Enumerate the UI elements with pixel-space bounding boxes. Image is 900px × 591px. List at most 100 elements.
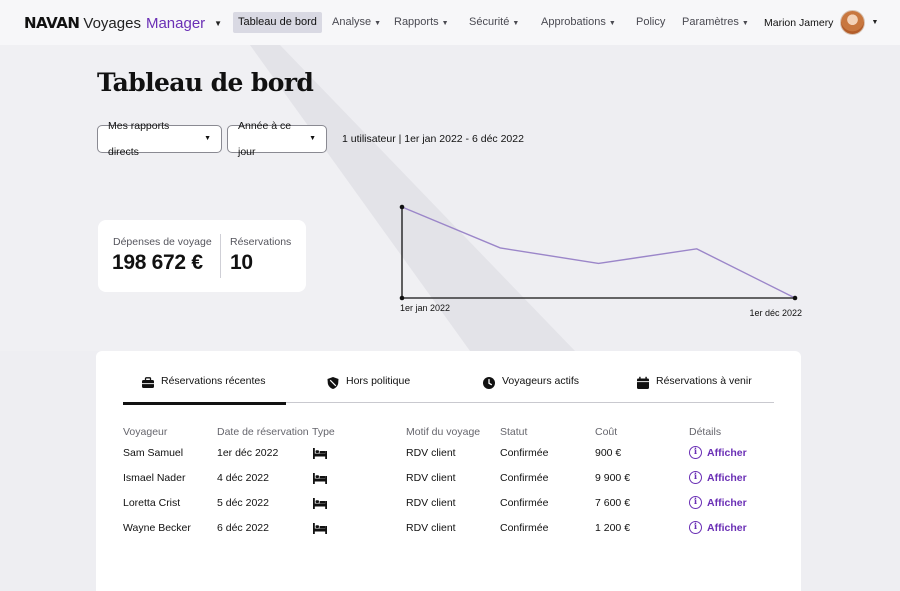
nav-item-label: Rapports [394, 16, 439, 28]
tab-hors-politique[interactable]: Hors politique [326, 375, 410, 403]
brand-role-name: Manager [145, 14, 206, 32]
nav-item-label: Analyse [332, 16, 372, 28]
details-link[interactable]: i Afficher [689, 471, 747, 484]
kpi-bookings-value: 10 [230, 251, 253, 274]
column-header-motif: Motif du voyage [406, 426, 481, 438]
kpi-spend-label: Dépenses de voyage [113, 236, 212, 248]
column-header-details: Détails [689, 426, 722, 438]
nav-item-rapports[interactable]: Rapports ▼ [389, 12, 454, 33]
cell-reason: RDV client [406, 497, 456, 509]
tab-label: Voyageurs actifs [502, 375, 580, 387]
chevron-down-icon: ▼ [441, 20, 449, 27]
chevron-down-icon: ▼ [741, 20, 749, 27]
top-navigation: NAVAN Voyages Manager ▼ Tableau de bord … [0, 0, 900, 45]
shield-icon [327, 377, 339, 389]
info-icon: i [689, 521, 702, 534]
bookings-panel: Réservations récentes Hors politique Voy… [96, 351, 801, 591]
brand-switcher[interactable]: NAVAN Voyages Manager ▼ [24, 14, 222, 32]
cell-cost: 9 900 € [595, 472, 631, 484]
chevron-down-icon: ▼ [374, 20, 382, 27]
cell-status: Confirmée [500, 472, 549, 484]
period-select[interactable]: Année à ce jour ▼ [227, 120, 327, 158]
details-link-label: Afficher [707, 521, 747, 534]
chart-x-tick-label: 1er jan 2022 [400, 303, 450, 313]
details-link-label: Afficher [707, 471, 747, 484]
chevron-down-icon: ▼ [608, 20, 616, 27]
chevron-down-icon: ▼ [214, 18, 223, 28]
scope-select[interactable]: Mes rapports directs ▼ [97, 120, 222, 158]
details-link-label: Afficher [707, 446, 747, 459]
kpi-divider [220, 234, 221, 278]
column-header-cout: Coût [595, 426, 618, 438]
cell-reason: RDV client [406, 522, 456, 534]
clock-icon [483, 377, 495, 389]
info-icon: i [689, 446, 702, 459]
bed-icon [313, 448, 327, 459]
cell-cost: 7 600 € [595, 497, 631, 509]
cell-status: Confirmée [500, 522, 549, 534]
cell-reason: RDV client [406, 447, 456, 459]
nav-item-approbations[interactable]: Approbations ▼ [536, 12, 621, 33]
tab-label: Réservations récentes [161, 375, 266, 387]
cell-traveler: Sam Samuel [123, 447, 184, 459]
cell-traveler: Ismael Nader [123, 472, 186, 484]
cell-cost: 1 200 € [595, 522, 631, 534]
cell-traveler: Loretta Crist [123, 497, 181, 509]
chart-origin-point [399, 295, 405, 301]
column-header-statut: Statut [500, 426, 528, 438]
column-header-voyageur: Voyageur [123, 426, 168, 438]
nav-item-parametres[interactable]: Paramètres ▼ [677, 12, 754, 33]
details-link[interactable]: i Afficher [689, 521, 747, 534]
cell-date: 5 déc 2022 [217, 497, 269, 509]
kpi-card: Dépenses de voyage 198 672 € Réservation… [98, 220, 306, 292]
cell-status: Confirmée [500, 447, 549, 459]
nav-item-policy[interactable]: Policy [631, 12, 670, 33]
cell-date: 6 déc 2022 [217, 522, 269, 534]
chart-point-end [792, 295, 798, 301]
nav-item-tableau-de-bord[interactable]: Tableau de bord [233, 12, 322, 33]
bed-icon [313, 498, 327, 509]
nav-item-securite[interactable]: Sécurité ▼ [464, 12, 524, 33]
column-header-type: Type [312, 426, 335, 438]
chart-x-tick-label: 1er déc 2022 [749, 308, 802, 318]
nav-item-analyse[interactable]: Analyse ▼ [327, 12, 386, 33]
details-link[interactable]: i Afficher [689, 446, 747, 459]
cell-reason: RDV client [406, 472, 456, 484]
bed-icon [313, 523, 327, 534]
user-name: Marion Jamery [764, 16, 834, 29]
tab-reservations-a-venir[interactable]: Réservations à venir [636, 375, 752, 403]
nav-item-label: Policy [636, 16, 666, 28]
cell-cost: 900 € [595, 447, 622, 459]
page-title: Tableau de bord [97, 68, 314, 97]
panel-tabs: Réservations récentes Hors politique Voy… [122, 375, 774, 405]
briefcase-icon [142, 377, 154, 388]
info-icon: i [689, 496, 702, 509]
chevron-down-icon: ▼ [512, 20, 520, 27]
navan-logo: NAVAN [24, 14, 80, 32]
tab-voyageurs-actifs[interactable]: Voyageurs actifs [482, 375, 579, 403]
user-menu[interactable]: Marion Jamery ▼ [764, 10, 878, 35]
cell-date: 4 déc 2022 [217, 472, 269, 484]
nav-item-label: Approbations [541, 16, 606, 28]
calendar-icon [637, 376, 649, 389]
chevron-down-icon: ▼ [204, 135, 211, 142]
chevron-down-icon: ▼ [871, 19, 879, 26]
nav-item-label: Sécurité [469, 16, 510, 28]
cell-status: Confirmée [500, 497, 549, 509]
spend-line-chart: 1er jan 2022 1er déc 2022 [399, 204, 802, 318]
bed-icon [313, 473, 327, 484]
tab-label: Réservations à venir [656, 375, 752, 387]
chevron-down-icon: ▼ [309, 135, 316, 142]
cell-date: 1er déc 2022 [217, 447, 279, 459]
avatar [840, 10, 866, 35]
cell-traveler: Wayne Becker [123, 522, 191, 534]
period-select-value: Année à ce jour [238, 120, 292, 158]
details-link[interactable]: i Afficher [689, 496, 747, 509]
nav-item-label: Tableau de bord [238, 16, 317, 28]
tab-reservations-recentes[interactable]: Réservations récentes [122, 375, 287, 405]
chart-point-start [399, 204, 405, 210]
nav-item-label: Paramètres [682, 16, 739, 28]
brand-product-name: Voyages [83, 14, 141, 32]
details-link-label: Afficher [707, 496, 747, 509]
scope-select-value: Mes rapports directs [108, 120, 170, 158]
